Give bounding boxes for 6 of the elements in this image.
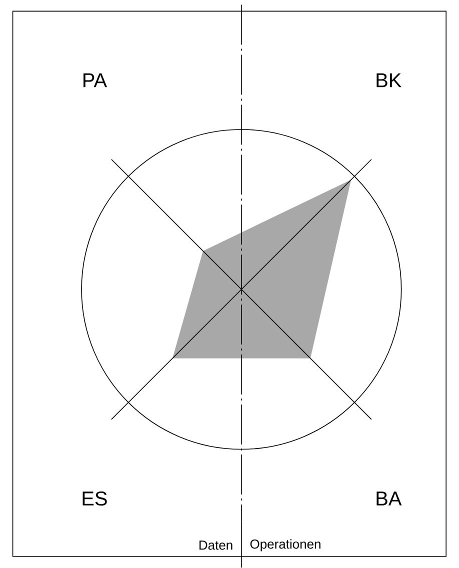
spoke-label: PA [84, 73, 108, 88]
spoke-label: BK [376, 73, 402, 88]
text: Daten [200, 540, 232, 550]
spoke-label: ES [82, 491, 107, 506]
spoke-label: BA [376, 492, 402, 506]
text: Operationen [250, 539, 320, 552]
